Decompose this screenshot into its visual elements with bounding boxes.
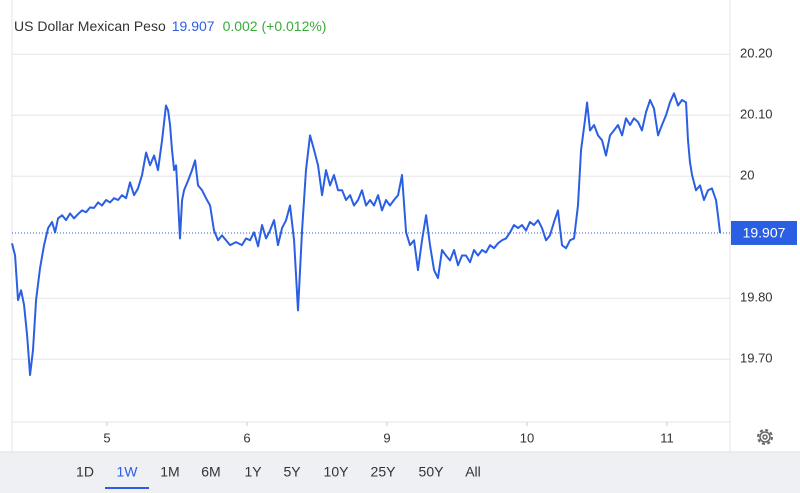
range-button-label: 1M [160,464,179,480]
chart-title: US Dollar Mexican Peso [14,18,166,34]
range-button[interactable]: 5Y [283,464,301,480]
chart-header: US Dollar Mexican Peso 19.907 0.002 (+0.01… [14,18,326,34]
range-button[interactable]: 1D [76,464,94,480]
range-button-label: 1W [117,464,139,480]
price-line [11,92,722,377]
gear-ring [759,431,771,443]
range-button-label: 25Y [371,464,397,480]
range-button[interactable]: 10Y [324,464,350,480]
gear-teeth [757,429,773,445]
range-button[interactable]: 50Y [419,464,445,480]
range-button-label: 5Y [283,464,301,480]
range-button-label: All [465,464,481,480]
range-button[interactable]: 1W [105,464,149,489]
y-tick-label: 19.70 [740,351,773,366]
range-button[interactable]: 1Y [244,464,262,480]
range-button[interactable]: 6M [201,464,220,480]
range-button-label: 50Y [419,464,445,480]
y-tick-label: 20.10 [740,107,773,122]
range-button[interactable]: 1M [160,464,179,480]
x-tick-label: 9 [383,430,390,445]
x-tick-label: 6 [243,430,250,445]
settings-icon[interactable] [757,429,773,445]
last-price: 19.907 [172,18,215,34]
y-tick-label: 20 [740,168,754,183]
last-price-label: 19.907 [743,225,786,241]
range-button-label: 10Y [324,464,350,480]
x-tick-label: 11 [660,430,674,445]
price-change: 0.002 (+0.012%) [223,18,327,34]
x-tick-label: 5 [103,430,110,445]
gear-hub [762,434,768,440]
y-tick-label: 19.80 [740,290,773,305]
range-button[interactable]: All [465,464,481,480]
x-tick-label: 10 [520,430,534,445]
range-button[interactable]: 25Y [371,464,397,480]
y-tick-label: 20.20 [740,46,773,61]
range-button-label: 1D [76,464,94,480]
range-button-label: 1Y [244,464,262,480]
range-bar [0,452,800,493]
last-price-box [731,220,797,245]
range-button-label: 6M [201,464,220,480]
